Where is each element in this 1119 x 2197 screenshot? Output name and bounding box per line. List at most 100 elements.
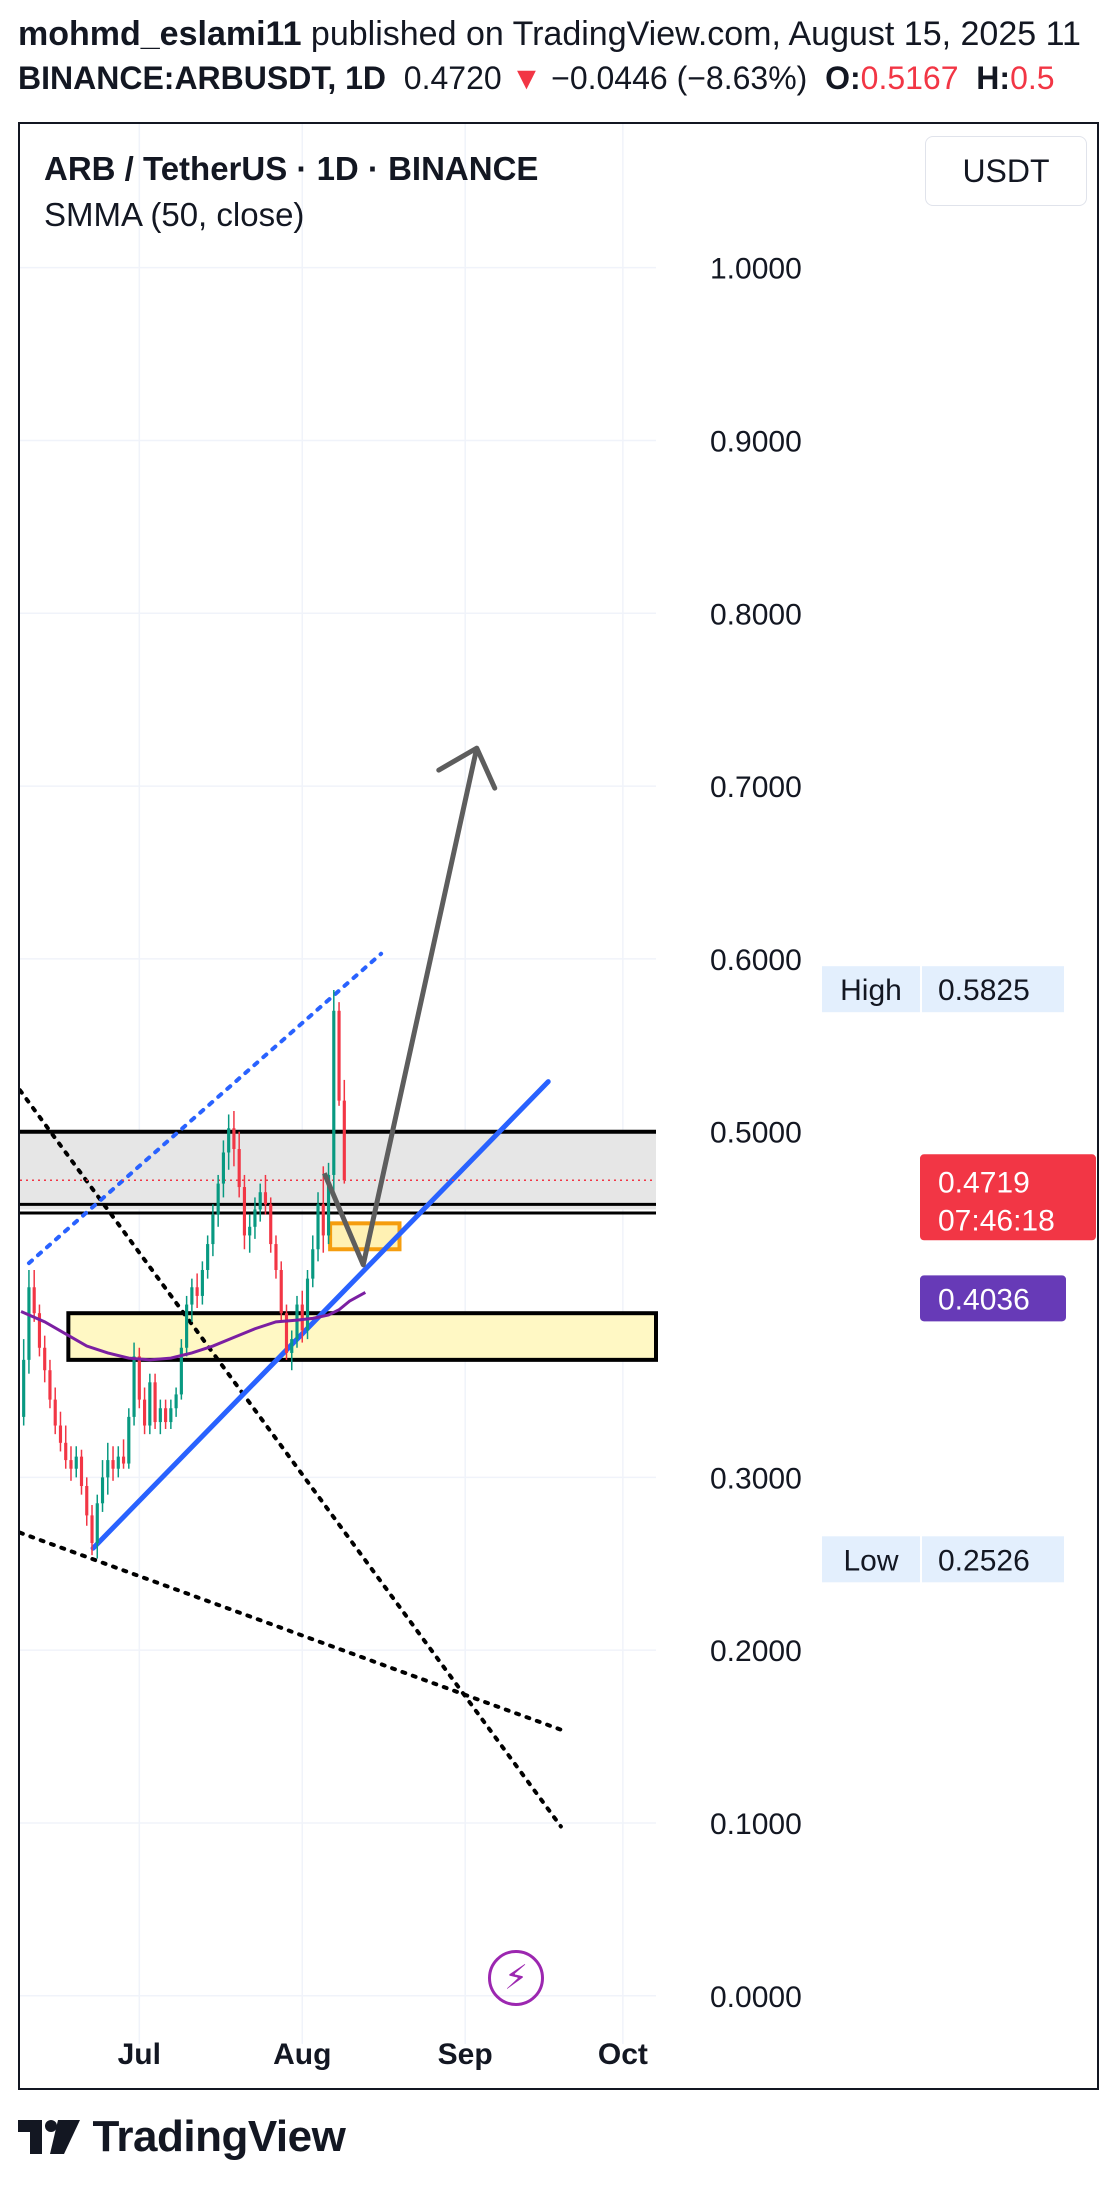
- chart-header: mohmd_eslami11 published on TradingView.…: [18, 12, 1119, 100]
- candle-body: [121, 1456, 126, 1464]
- price-change: −0.0446 (−8.63%): [551, 60, 808, 96]
- chart-canvas[interactable]: 1.0000 0.9000 0.8000 0.7000 0.6000 0.5000 0.30…: [20, 124, 1097, 2088]
- candle-body: [142, 1399, 147, 1426]
- candle-body: [227, 1128, 231, 1153]
- candle-down: [153, 1373, 157, 1429]
- tradingview-logo[interactable]: TradingView: [18, 2112, 346, 2176]
- candle-up: [290, 1330, 294, 1371]
- candle-up: [311, 1235, 315, 1288]
- y-tick-label: 0.3000: [710, 1462, 802, 1495]
- price-axis[interactable]: 1.0000 0.9000 0.8000 0.7000 0.6000 0.5000 0.30…: [710, 253, 802, 2014]
- candle-body: [95, 1503, 99, 1544]
- candle-body: [132, 1356, 136, 1417]
- candle-up: [127, 1408, 131, 1469]
- candle-body: [332, 1010, 336, 1175]
- x-tick-label: Sep: [438, 2038, 493, 2071]
- candle-body: [111, 1460, 115, 1469]
- candle-body: [305, 1278, 310, 1331]
- y-tick-label: 0.2000: [710, 1635, 802, 1668]
- candle-down: [53, 1387, 57, 1435]
- price-label-tag: [822, 966, 920, 1013]
- candle-up: [116, 1446, 120, 1478]
- chart-frame[interactable]: 1.0000 0.9000 0.8000 0.7000 0.6000 0.5000 0.30…: [18, 122, 1099, 2090]
- candle-body: [216, 1183, 220, 1215]
- y-tick-label: 0.8000: [710, 598, 802, 631]
- candle-up: [227, 1114, 231, 1170]
- candle-body: [90, 1515, 94, 1544]
- candle-body: [342, 1100, 346, 1181]
- candle-body: [69, 1460, 73, 1469]
- price-label-box: [922, 1536, 1064, 1583]
- candle-up: [179, 1339, 183, 1400]
- x-tick-label: Jul: [118, 2038, 161, 2071]
- support-trendline: [90, 1079, 551, 1551]
- candle-body: [279, 1269, 283, 1314]
- candle-body: [158, 1408, 162, 1423]
- high-value: 0.5: [1010, 60, 1055, 96]
- candle-body: [137, 1356, 141, 1400]
- last-price: 0.4720: [403, 60, 502, 96]
- price-labels: High 0.5825 0.4719 07:46:18 0.4036 Low 0.2526: [822, 966, 1096, 1583]
- candle-body: [43, 1347, 47, 1371]
- candle-up: [326, 1162, 331, 1245]
- indicator-label[interactable]: SMMA (50, close): [44, 196, 305, 233]
- candle-up: [206, 1235, 210, 1279]
- candle-up: [253, 1197, 257, 1239]
- candle-up: [295, 1295, 299, 1348]
- candle-down: [142, 1387, 147, 1435]
- currency-button[interactable]: USDT: [925, 136, 1087, 206]
- price-label-name: Low: [843, 1544, 898, 1577]
- candle-body: [85, 1486, 89, 1516]
- candle-down: [32, 1269, 36, 1322]
- candle-down: [279, 1261, 283, 1322]
- candle-body: [248, 1226, 252, 1236]
- candle-body: [242, 1187, 247, 1236]
- candle-body: [79, 1456, 84, 1487]
- candle-body: [337, 1010, 341, 1101]
- candle-down: [284, 1304, 289, 1360]
- time-axis[interactable]: Jul Aug Sep Oct: [118, 2038, 648, 2071]
- flash-icon[interactable]: ⚡: [488, 1950, 544, 2006]
- candle-body: [321, 1204, 325, 1236]
- candle-down: [90, 1505, 94, 1556]
- candle-up: [174, 1387, 178, 1417]
- candle-down: [274, 1235, 278, 1279]
- smma-price-value: 0.4036: [938, 1283, 1030, 1316]
- candle-up: [132, 1342, 136, 1426]
- symbol-title[interactable]: ARB / TetherUS · 1D · BINANCE: [44, 150, 539, 187]
- candle-body: [179, 1347, 183, 1395]
- y-tick-label: 0.1000: [710, 1808, 802, 1841]
- candle-up: [95, 1494, 99, 1559]
- candle-down: [342, 1079, 346, 1184]
- price-label-value: 0.2526: [938, 1544, 1030, 1577]
- y-tick-label: 0.9000: [710, 425, 802, 458]
- candle-down: [164, 1399, 168, 1429]
- candle-up: [190, 1278, 194, 1322]
- candle-body: [190, 1287, 194, 1305]
- candle-body: [211, 1214, 215, 1245]
- candle-down: [64, 1425, 68, 1469]
- author-name[interactable]: mohmd_eslami11: [18, 15, 302, 53]
- candle-body: [269, 1204, 273, 1245]
- candle-body: [48, 1370, 52, 1400]
- chart-legend: ARB / TetherUS · 1D · BINANCE SMMA (50, …: [44, 146, 538, 238]
- candle-up: [74, 1446, 78, 1478]
- resistance-zone: [20, 1131, 656, 1210]
- candle-up: [221, 1140, 225, 1198]
- price-label-box: [922, 966, 1064, 1013]
- candle-body: [37, 1313, 42, 1348]
- candle-down: [121, 1439, 126, 1469]
- last-price-value: 0.4719: [938, 1166, 1030, 1199]
- last-price-box: [920, 1154, 1096, 1241]
- candle-down: [85, 1477, 89, 1526]
- candle-up: [185, 1295, 189, 1357]
- candle-down: [111, 1446, 115, 1481]
- candle-body: [148, 1382, 152, 1426]
- candle-down: [43, 1335, 47, 1383]
- candle-down: [337, 1002, 341, 1106]
- price-label-tag: [822, 1536, 920, 1583]
- candle-body: [195, 1287, 199, 1296]
- projection-path: [322, 747, 480, 1268]
- smma-price-label: 0.4036: [920, 1275, 1066, 1322]
- candle-down: [58, 1411, 63, 1452]
